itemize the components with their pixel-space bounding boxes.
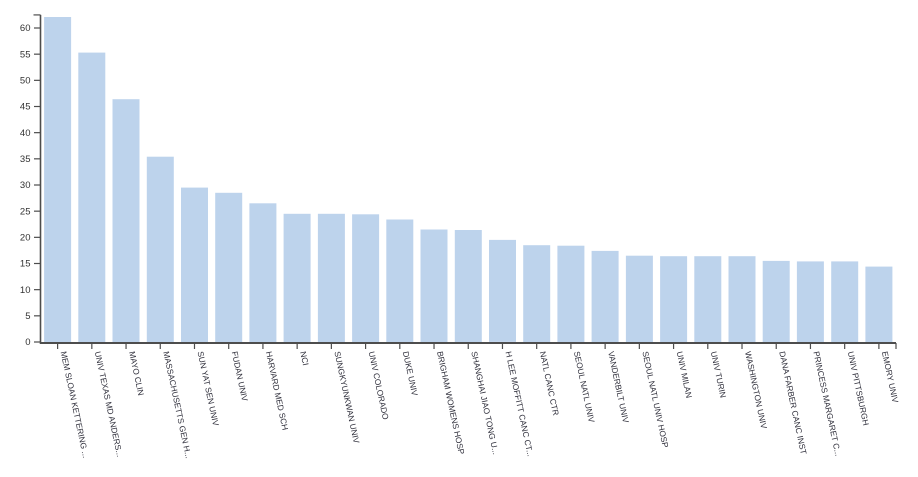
y-tick-label: 15	[20, 259, 31, 270]
bar-univ-colorado	[352, 214, 380, 342]
bar-princess-margaret-c	[796, 261, 824, 342]
bar-brigham-womens-hosp	[420, 229, 448, 342]
y-tick-label: 45	[20, 102, 31, 113]
bar-harvard-med-sch	[249, 203, 277, 342]
bar-univ-turin	[694, 256, 722, 342]
y-tick-label: 40	[20, 128, 31, 139]
bar-sungkyunkwan-univ	[317, 213, 345, 342]
y-tick-label: 20	[20, 232, 31, 243]
bar-dana-farber-canc-inst	[762, 260, 790, 342]
bar-seoul-natl-univ-hosp	[625, 255, 653, 342]
y-tick-label: 5	[25, 311, 30, 322]
bar-duke-univ	[386, 219, 414, 342]
bar-univ-milan	[660, 256, 688, 342]
y-tick-label: 0	[25, 337, 30, 348]
y-tick-label: 10	[20, 285, 31, 296]
bar-emory-univ	[865, 266, 893, 342]
y-tick-label: 50	[20, 75, 31, 86]
bar-washington-univ	[728, 256, 756, 342]
y-tick-label: 55	[20, 49, 31, 60]
bar-seoul-natl-univ	[557, 245, 585, 342]
y-tick-label: 25	[20, 206, 31, 217]
bar-h-lee-moffitt-canc-ct	[489, 239, 516, 342]
bar-sun-yat-sen-univ	[181, 187, 208, 342]
bar-mayo-clin	[112, 99, 140, 342]
bar-shanghai-jiao-tong-u	[454, 230, 482, 342]
bar-natl-canc-ctr	[523, 245, 551, 342]
y-tick-label: 60	[20, 23, 31, 34]
bar-nci	[283, 213, 311, 342]
bar-massachusetts-gen-h	[146, 156, 174, 342]
bar-univ-pittsburgh	[831, 261, 859, 342]
x-category-label: NCI	[298, 350, 311, 366]
bar-vanderbilt-univ	[591, 250, 619, 342]
bar-univ-texas-md-anders	[78, 52, 106, 342]
bar-fudan-univ	[215, 192, 243, 342]
y-tick-label: 30	[20, 180, 31, 191]
bar-mem-sloan-kettering	[44, 17, 72, 342]
y-tick-label: 35	[20, 154, 31, 165]
